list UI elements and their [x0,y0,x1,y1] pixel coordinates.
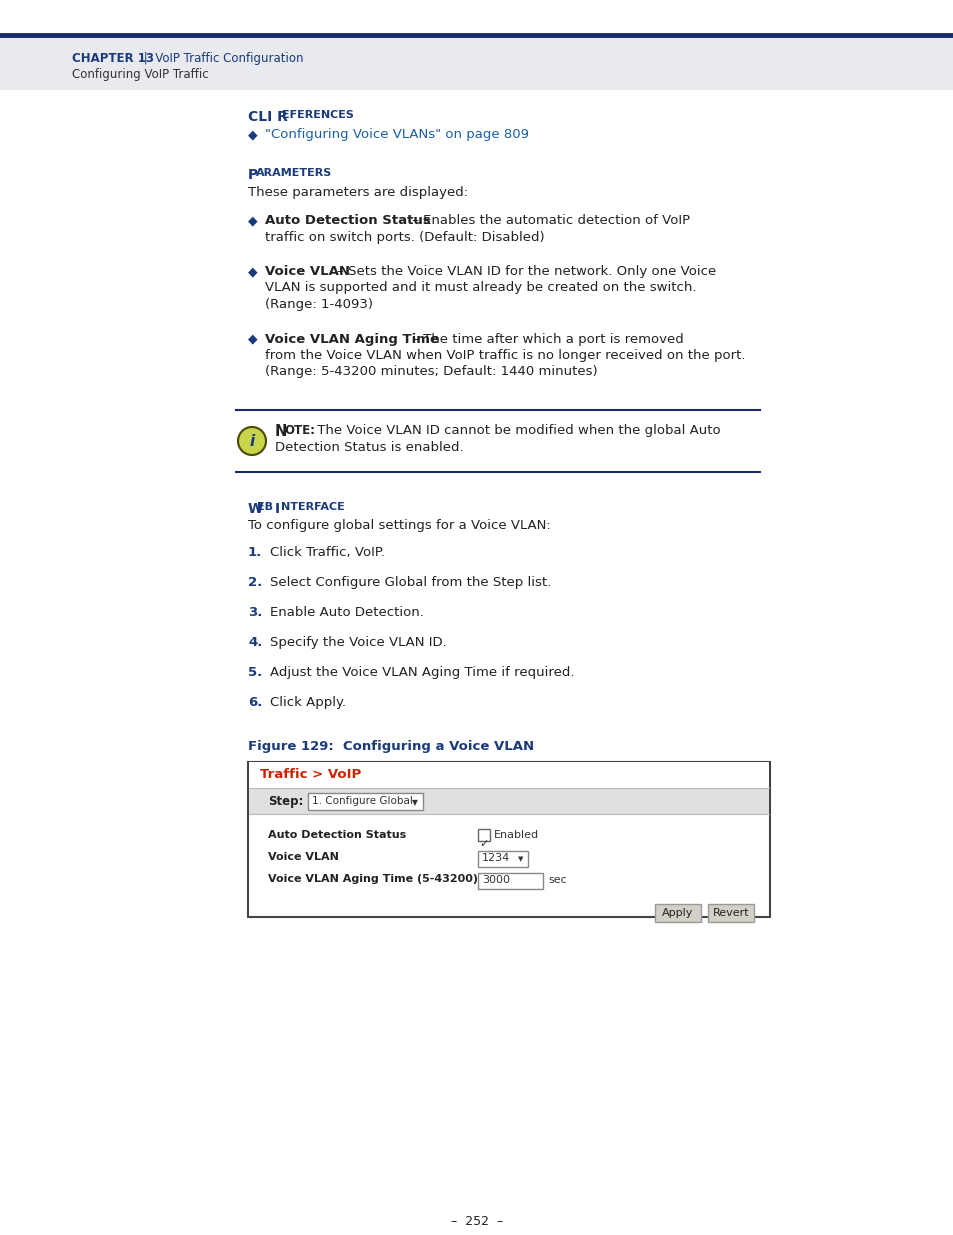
Text: Configuring VoIP Traffic: Configuring VoIP Traffic [71,68,209,82]
Text: ◆: ◆ [248,214,257,227]
Text: Click Apply.: Click Apply. [270,697,346,709]
Text: Enable Auto Detection.: Enable Auto Detection. [270,606,423,619]
Text: These parameters are displayed:: These parameters are displayed: [248,186,468,199]
Text: 4.: 4. [248,636,262,650]
Text: 6.: 6. [248,697,262,709]
Text: Specify the Voice VLAN ID.: Specify the Voice VLAN ID. [270,636,446,650]
Text: 2.: 2. [248,576,262,589]
Text: ARAMETERS: ARAMETERS [255,168,332,178]
Text: –  252  –: – 252 – [451,1215,502,1228]
Bar [249,788,768,814]
Text: Adjust the Voice VLAN Aging Time if required.: Adjust the Voice VLAN Aging Time if requ… [270,666,574,679]
Bar [477,873,542,889]
Text: – The time after which a port is removed: – The time after which a port is removed [407,332,683,346]
Text: 5.: 5. [248,666,262,679]
Text: ▼: ▼ [412,798,417,806]
Text: EFERENCES: EFERENCES [282,110,354,120]
Text: Voice VLAN Aging Time: Voice VLAN Aging Time [265,332,438,346]
Text: from the Voice VLAN when VoIP traffic is no longer received on the port.: from the Voice VLAN when VoIP traffic is… [265,350,744,362]
Text: Click Traffic, VoIP.: Click Traffic, VoIP. [270,546,384,559]
Text: W: W [248,501,263,516]
Text: To configure global settings for a Voice VLAN:: To configure global settings for a Voice… [248,519,550,532]
Text: Voice VLAN: Voice VLAN [265,266,350,278]
Text: Detection Status is enabled.: Detection Status is enabled. [274,441,463,454]
Text: N: N [274,424,287,438]
Text: "Configuring Voice VLANs" on page 809: "Configuring Voice VLANs" on page 809 [265,128,529,141]
Text: CLI R: CLI R [248,110,288,124]
Text: Step:: Step: [268,795,303,808]
Text: Voice VLAN: Voice VLAN [268,852,338,862]
Text: VLAN is supported and it must already be created on the switch.: VLAN is supported and it must already be… [265,282,696,294]
Text: 1.: 1. [248,546,262,559]
Text: Select Configure Global from the Step list.: Select Configure Global from the Step li… [270,576,551,589]
Text: Auto Detection Status: Auto Detection Status [268,830,406,840]
Text: 3000: 3000 [481,876,510,885]
Text: OTE:: OTE: [284,424,314,437]
Bar [0,35,953,90]
Text: NTERFACE: NTERFACE [281,501,344,513]
Text: 1. Configure Global: 1. Configure Global [312,797,413,806]
Bar [248,762,769,918]
Bar [249,762,768,788]
Text: EB: EB [256,501,276,513]
Text: Traffic > VoIP: Traffic > VoIP [260,768,361,781]
Text: P: P [248,168,258,182]
Text: (Range: 1-4093): (Range: 1-4093) [265,298,373,311]
Text: – Enables the automatic detection of VoIP: – Enables the automatic detection of VoI… [407,214,689,227]
Text: – Sets the Voice VLAN ID for the network. Only one Voice: – Sets the Voice VLAN ID for the network… [333,266,716,278]
Text: 3.: 3. [248,606,262,619]
Text: Voice VLAN Aging Time (5-43200): Voice VLAN Aging Time (5-43200) [268,874,477,884]
Circle shape [237,427,266,454]
Text: i: i [249,433,254,448]
Text: ◆: ◆ [248,266,257,278]
Bar [707,904,753,923]
Text: Enabled: Enabled [494,830,538,840]
Bar [308,793,422,810]
Text: Apply: Apply [661,908,693,918]
Text: Auto Detection Status: Auto Detection Status [265,214,431,227]
Bar [477,851,527,867]
Text: ✓: ✓ [478,839,488,848]
Text: |  VoIP Traffic Configuration: | VoIP Traffic Configuration [140,52,303,65]
Text: I: I [274,501,280,516]
Bar [655,904,700,923]
Text: ▼: ▼ [517,856,523,862]
Text: ◆: ◆ [248,128,257,141]
Text: sec: sec [547,876,566,885]
Text: traffic on switch ports. (Default: Disabled): traffic on switch ports. (Default: Disab… [265,231,544,243]
Bar [477,829,490,841]
Text: The Voice VLAN ID cannot be modified when the global Auto: The Voice VLAN ID cannot be modified whe… [313,424,720,437]
Text: Figure 129:  Configuring a Voice VLAN: Figure 129: Configuring a Voice VLAN [248,740,534,753]
Text: (Range: 5-43200 minutes; Default: 1440 minutes): (Range: 5-43200 minutes; Default: 1440 m… [265,366,597,378]
Text: CHAPTER 13: CHAPTER 13 [71,52,153,65]
Text: ◆: ◆ [248,332,257,346]
Text: Revert: Revert [712,908,748,918]
Text: 1234: 1234 [481,853,510,863]
